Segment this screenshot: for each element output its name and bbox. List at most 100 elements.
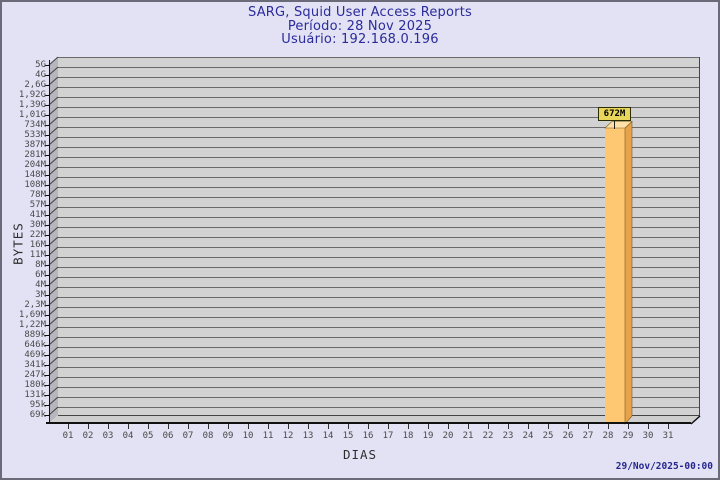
wall-tick-diagonal	[48, 86, 59, 96]
y-tick-label: 108M	[24, 180, 46, 190]
wall-tick-diagonal	[48, 376, 59, 386]
plot-floor	[49, 415, 700, 423]
wall-tick-diagonal	[48, 196, 59, 206]
wall-tick-diagonal	[48, 326, 59, 336]
x-tick-label: 15	[342, 431, 354, 441]
x-tick-label: 05	[142, 431, 154, 441]
y-tick-label: 1,01G	[18, 110, 46, 120]
x-tick-label: 01	[62, 431, 74, 441]
wall-tick-diagonal	[48, 396, 59, 406]
wall-tick-diagonal	[48, 336, 59, 346]
x-axis-title: DIAS	[342, 447, 378, 462]
y-tick-label: 16M	[29, 240, 46, 250]
wall-tick-diagonal	[48, 186, 59, 196]
wall-tick-diagonal	[48, 266, 59, 276]
y-tick-label: 1,69M	[18, 310, 46, 320]
y-tick-label: 180k	[24, 380, 46, 390]
y-tick-label: 2,3M	[24, 300, 46, 310]
y-tick-label: 22M	[29, 230, 46, 240]
wall-tick-diagonal	[48, 66, 59, 76]
x-tick-label: 21	[462, 431, 474, 441]
y-tick-label: 3M	[35, 290, 46, 300]
wall-tick-diagonal	[48, 256, 59, 266]
wall-tick-diagonal	[48, 406, 59, 416]
wall-tick-diagonal	[48, 76, 59, 86]
y-tick-label: 6M	[35, 270, 46, 280]
report-header: SARG, Squid User Access Reports Período:…	[0, 6, 720, 47]
bar-front-face	[605, 128, 625, 424]
wall-tick-diagonal	[48, 146, 59, 156]
wall-tick-diagonal	[48, 206, 59, 216]
y-tick-label: 247k	[24, 370, 46, 380]
x-tick-label: 07	[182, 431, 194, 441]
y-tick-label: 148M	[24, 170, 46, 180]
report-user: Usuário: 192.168.0.196	[281, 32, 439, 47]
y-tick-label: 131k	[24, 390, 46, 400]
floor-right-cap	[690, 415, 701, 425]
wall-tick-diagonal	[48, 156, 59, 166]
wall-tick-diagonal	[48, 136, 59, 146]
x-tick-label: 16	[362, 431, 374, 441]
y-tick-label: 533M	[24, 130, 46, 140]
wall-tick-diagonal	[48, 126, 59, 136]
y-tick-label: 57M	[29, 200, 46, 210]
report-period: Período: 28 Nov 2025	[287, 18, 433, 34]
x-tick-label: 24	[522, 431, 534, 441]
x-tick-label: 11	[262, 431, 274, 441]
y-tick-label: 41M	[29, 210, 46, 220]
y-tick-label: 8M	[35, 260, 46, 270]
x-tick-label: 02	[82, 431, 94, 441]
y-tick-label: 1,39G	[18, 100, 46, 110]
y-tick-label: 30M	[29, 220, 46, 230]
x-tick-label: 18	[402, 431, 414, 441]
y-tick-label: 469k	[24, 350, 46, 360]
x-tick-label: 12	[282, 431, 294, 441]
x-tick-label: 14	[322, 431, 334, 441]
wall-tick-diagonal	[48, 246, 59, 256]
y-tick-label: 341k	[24, 360, 46, 370]
x-tick-label: 20	[442, 431, 454, 441]
wall-tick-diagonal	[48, 306, 59, 316]
y-tick-label: 281M	[24, 150, 46, 160]
y-tick-label: 734M	[24, 120, 46, 130]
bar-side-face	[624, 120, 633, 425]
wall-tick-diagonal	[48, 366, 59, 376]
wall-tick-diagonal	[48, 226, 59, 236]
generated-timestamp: 29/Nov/2025-00:00	[615, 461, 713, 472]
wall-tick-diagonal	[48, 166, 59, 176]
y-tick-label: 4G	[35, 70, 46, 80]
y-axis-title: BYTES	[10, 222, 26, 265]
y-tick-label: 69k	[29, 410, 46, 420]
y-tick-label: 4M	[35, 280, 46, 290]
bar-value-label: 672M	[598, 107, 631, 121]
y-tick-label: 11M	[29, 250, 46, 260]
x-tick-label: 31	[662, 431, 674, 441]
x-tick-label: 17	[382, 431, 394, 441]
wall-tick-diagonal	[48, 296, 59, 306]
x-tick-label: 28	[602, 431, 614, 441]
y-tick-label: 1,92G	[18, 90, 46, 100]
x-tick-label: 13	[302, 431, 314, 441]
x-tick-label: 27	[582, 431, 594, 441]
wall-tick-diagonal	[48, 176, 59, 186]
x-tick-label: 04	[122, 431, 134, 441]
wall-tick-diagonal	[48, 106, 59, 116]
plot-back-wall	[58, 57, 700, 415]
x-tick-label: 09	[222, 431, 234, 441]
x-tick-label: 19	[422, 431, 434, 441]
x-tick-label: 08	[202, 431, 214, 441]
wall-tick-diagonal	[48, 56, 59, 66]
wall-tick-diagonal	[48, 276, 59, 286]
x-tick-label: 06	[162, 431, 174, 441]
y-tick-label: 95k	[29, 400, 46, 410]
wall-tick-diagonal	[48, 346, 59, 356]
y-tick-label: 5G	[35, 60, 46, 70]
x-tick-label: 29	[622, 431, 634, 441]
y-tick-label: 387M	[24, 140, 46, 150]
wall-tick-diagonal	[48, 286, 59, 296]
y-tick-label: 889k	[24, 330, 46, 340]
bar-top-face	[604, 121, 633, 129]
x-tick-label: 30	[642, 431, 654, 441]
